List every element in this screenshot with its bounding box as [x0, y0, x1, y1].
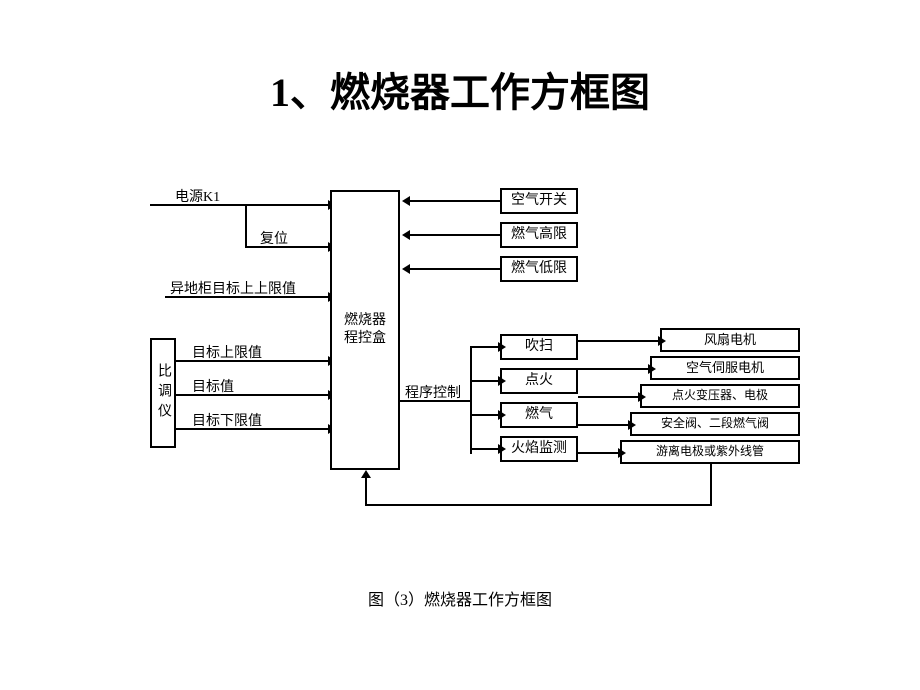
line	[408, 268, 500, 270]
controller-label: 燃烧器程控盒	[343, 312, 388, 348]
line	[176, 360, 330, 362]
signal-lower: 目标下限值	[192, 410, 262, 430]
feedback-air: 空气开关	[500, 188, 578, 214]
line	[470, 346, 500, 348]
block-diagram: 电源K1 复位 异地柜目标上上限值 比调仪 目标上限值 目标值 目标下限值 燃烧…	[120, 170, 800, 530]
line	[408, 200, 500, 202]
line	[165, 296, 330, 298]
line	[365, 476, 367, 506]
feedback-gas-high: 燃气高限	[500, 222, 578, 248]
stage-flame: 火焰监测	[500, 436, 578, 462]
line	[470, 380, 500, 382]
line	[578, 396, 640, 398]
line	[578, 340, 660, 342]
signal-target: 目标值	[192, 376, 234, 396]
out-transformer: 点火变压器、电极	[640, 384, 800, 408]
line	[400, 400, 470, 402]
line	[245, 204, 330, 206]
label-program-control: 程序控制	[405, 382, 461, 402]
label-reset: 复位	[260, 228, 288, 248]
line	[408, 234, 500, 236]
out-valve: 安全阀、二段燃气阀	[630, 412, 800, 436]
out-servo: 空气伺服电机	[650, 356, 800, 380]
line	[710, 464, 712, 504]
signal-upper: 目标上限值	[192, 342, 262, 362]
controller-box: 燃烧器程控盒	[330, 190, 400, 470]
stage-ignite: 点火	[500, 368, 578, 394]
line	[365, 504, 712, 506]
line	[470, 448, 500, 450]
stage-gas: 燃气	[500, 402, 578, 428]
line	[176, 428, 330, 430]
line	[470, 346, 472, 454]
comparator-box: 比调仪	[150, 338, 176, 448]
line	[470, 414, 500, 416]
slide-title: 1、燃烧器工作方框图	[0, 60, 920, 118]
label-power: 电源K1	[175, 186, 220, 206]
out-uv: 游离电极或紫外线管	[620, 440, 800, 464]
feedback-gas-low: 燃气低限	[500, 256, 578, 282]
line	[578, 424, 630, 426]
line	[176, 394, 330, 396]
figure-caption: 图（3）燃烧器工作方框图	[0, 586, 920, 610]
out-fan: 风扇电机	[660, 328, 800, 352]
line	[578, 368, 650, 370]
line	[245, 204, 247, 246]
stage-blow: 吹扫	[500, 334, 578, 360]
line	[245, 246, 330, 248]
comparator-label: 比调仪	[153, 363, 173, 423]
label-remote-limit: 异地柜目标上上限值	[170, 278, 296, 298]
line	[578, 452, 620, 454]
